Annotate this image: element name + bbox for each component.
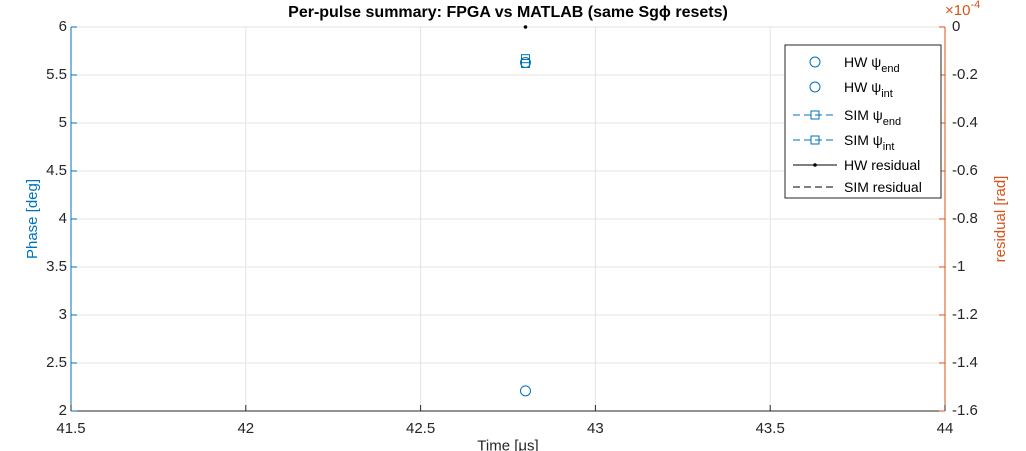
legend-name: HW ψ [844, 54, 881, 70]
x-tick-label: 44 [937, 420, 954, 437]
multiplier-exponent: -4 [970, 0, 980, 11]
legend-marker [813, 163, 817, 167]
y2-tick-label: -1.4 [952, 354, 978, 371]
legend-label: SIM residual [844, 179, 922, 195]
y-tick-label: 6 [59, 18, 67, 35]
x-tick-label: 42.5 [406, 420, 435, 437]
legend-name: SIM residual [844, 179, 922, 195]
legend-label: SIM ψend [844, 107, 901, 128]
y2-tick-label: -1.6 [952, 402, 978, 419]
legend-label: SIM ψint [844, 132, 894, 153]
y2-tick-label: -0.2 [952, 66, 978, 83]
legend-marker [809, 56, 821, 68]
legend-label: HW ψend [844, 54, 900, 75]
legend-name: SIM ψ [844, 107, 883, 123]
y-tick-label: 4.5 [46, 162, 67, 179]
y-tick-label: 2.5 [46, 354, 67, 371]
y2-tick-label: -0.6 [952, 162, 978, 179]
legend-name: HW ψ [844, 79, 881, 95]
y2-tick-label: -1.2 [952, 306, 978, 323]
legend-label: HW ψint [844, 79, 893, 100]
y-tick-label: 3.5 [46, 258, 67, 275]
point [520, 54, 530, 64]
y-axis-label: Phase [deg] [24, 179, 41, 259]
y-tick-label: 4 [59, 210, 67, 227]
y2-tick-label: -1 [952, 258, 965, 275]
y2-multiplier: ×10-4 [945, 0, 980, 19]
x-tick-label: 41.5 [56, 420, 85, 437]
y-tick-label: 3 [59, 306, 67, 323]
point [520, 58, 530, 68]
y-tick-label: 2 [59, 402, 67, 419]
multiplier-base: ×10 [945, 2, 970, 19]
y-tick-label: 5 [59, 114, 67, 131]
legend-subscript: int [881, 88, 893, 100]
y2-tick-label: 0 [952, 18, 960, 35]
point [523, 25, 528, 29]
y2-tick-label: -0.4 [952, 114, 978, 131]
legend-name: HW residual [844, 157, 920, 173]
legend-box [784, 44, 942, 199]
legend-subscript: end [881, 63, 899, 75]
y-tick-label: 5.5 [46, 66, 67, 83]
legend-subscript: int [883, 141, 895, 153]
legend-marker [810, 135, 820, 145]
y2-tick-label: -0.8 [952, 210, 978, 227]
legend-label: HW residual [844, 157, 920, 173]
legend-name: SIM ψ [844, 132, 883, 148]
x-tick-label: 42 [237, 420, 254, 437]
legend-marker [809, 81, 821, 93]
legend-subscript: end [883, 116, 901, 128]
point [519, 385, 531, 397]
y2-axis-label: residual [rad] [992, 176, 1009, 263]
chart-title: Per-pulse summary: FPGA vs MATLAB (same … [288, 4, 728, 21]
x-tick-label: 43 [587, 420, 604, 437]
x-axis-label: Time [μs] [477, 437, 538, 451]
x-tick-label: 43.5 [756, 420, 785, 437]
legend-marker [810, 110, 820, 120]
